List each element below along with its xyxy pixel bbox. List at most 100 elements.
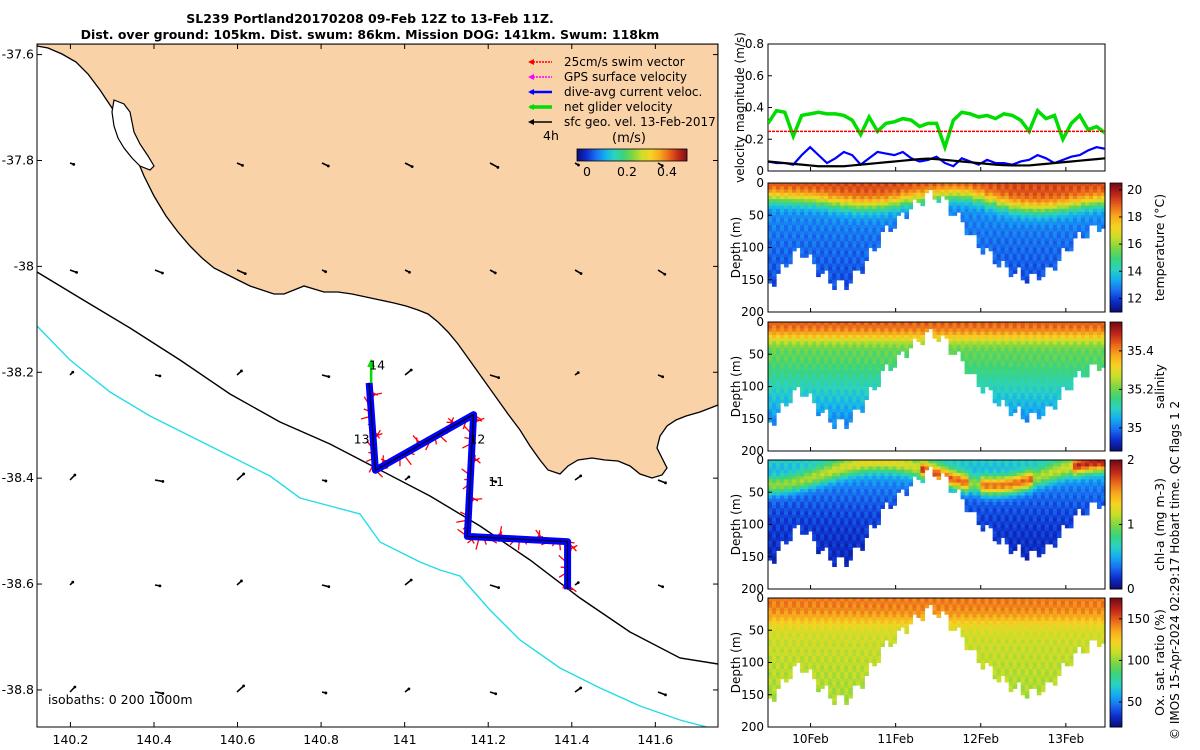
heatmap-cell: [840, 270, 845, 274]
legend-colorbar-cell: [585, 149, 587, 161]
geostrophic-arrow-head: [496, 165, 500, 169]
heatmap-cell: [988, 208, 994, 213]
heatmap-cell: [1036, 334, 1042, 339]
heatmap-cell: [1032, 360, 1038, 365]
track-line: [368, 382, 569, 590]
heatmap-cell: [1056, 360, 1062, 365]
heatmap-cell: [1056, 228, 1062, 232]
heatmap-cell: [824, 492, 829, 497]
heatmap-cell: [852, 508, 857, 513]
heatmap-cell: [1040, 351, 1046, 355]
heatmap-cell: [1024, 205, 1030, 210]
heatmap-cell: [844, 260, 849, 265]
heatmap-cell: [1000, 376, 1006, 381]
heatmap-cell: [1012, 208, 1018, 213]
heatmap-cell: [1048, 334, 1054, 339]
velocity-series-group: [768, 107, 1105, 168]
heatmap-cell: [844, 218, 849, 223]
heatmap-cell: [824, 498, 829, 503]
heatmap-cell: [788, 363, 793, 368]
heatmap-cell: [840, 199, 845, 203]
heatmap-cell: [992, 322, 998, 326]
heatmap-cell: [824, 530, 829, 535]
heatmap-cell: [960, 338, 966, 342]
heatmap-cell: [948, 331, 954, 336]
heatmap-cell: [1076, 351, 1082, 355]
heatmap-cell: [856, 399, 861, 404]
heatmap-cell: [1024, 260, 1030, 265]
heatmap-cell: [972, 334, 978, 339]
heatmap-cell: [792, 511, 797, 516]
heatmap-cell: [1028, 244, 1034, 249]
heatmap-cell: [860, 405, 865, 410]
heatmap-cell: [864, 524, 869, 529]
heatmap-cell: [992, 389, 998, 394]
heatmap-cell: [876, 460, 881, 464]
heatmap-cell: [1044, 380, 1050, 384]
heatmap-cell: [1040, 392, 1046, 397]
heatmap-cell: [1080, 373, 1086, 378]
heatmap-cell: [1020, 276, 1026, 281]
heatmap-cell: [1072, 328, 1078, 333]
colorbar-cell: [1110, 256, 1122, 259]
heatmap-cell: [852, 537, 857, 542]
heatmap-cell: [844, 228, 849, 232]
colorbar-cell: [1110, 414, 1122, 418]
heatmap-cell: [888, 482, 893, 487]
colorbar-cell: [1110, 405, 1122, 409]
heatmap-cell: [820, 383, 825, 388]
heatmap-cell: [768, 412, 773, 417]
heatmap-cell: [860, 495, 865, 500]
heatmap-cell: [824, 402, 829, 407]
heatmap-cell: [1044, 376, 1050, 381]
velocity-y-tick-label: 0.8: [745, 37, 764, 51]
heatmap-cell: [1056, 195, 1062, 200]
heatmap-cell: [1048, 224, 1054, 229]
heatmap-cell: [804, 354, 809, 359]
heatmap-cell: [800, 469, 805, 474]
heatmap-cell: [788, 521, 793, 526]
heatmap-cell: [1084, 325, 1090, 330]
heatmap-cell: [992, 218, 998, 223]
heatmap-cell: [824, 482, 829, 487]
heatmap-cell: [876, 495, 881, 500]
heatmap-cell: [960, 495, 966, 500]
heatmap-cell: [944, 460, 950, 464]
heatmap-cell: [1012, 215, 1018, 220]
heatmap-cell: [1048, 399, 1054, 404]
heatmap-cell: [780, 228, 785, 232]
heatmap-cell: [860, 234, 865, 239]
heatmap-cell: [968, 212, 974, 216]
heatmap-cell: [800, 370, 805, 375]
heatmap-cell: [828, 322, 833, 326]
heatmap-cell: [816, 263, 821, 268]
heatmap-cell: [844, 231, 849, 236]
heatmap-cell: [864, 224, 869, 229]
heatmap-cell: [1016, 376, 1022, 381]
heatmap-cell: [1036, 373, 1042, 378]
heatmap-cell: [1016, 250, 1022, 255]
heatmap-cell: [828, 231, 833, 236]
heatmap-cell: [800, 505, 805, 509]
heatmap-cell: [1068, 373, 1074, 378]
heatmap-cell: [772, 553, 777, 558]
legend-colorbar-cell: [667, 149, 669, 161]
heatmap-cell: [776, 325, 781, 330]
heatmap-cell: [848, 547, 853, 551]
heatmap-cell: [972, 489, 978, 493]
heatmap-cell: [1048, 218, 1054, 223]
heatmap-cell: [852, 402, 857, 407]
heatmap-cell: [856, 537, 861, 542]
heatmap-cell: [988, 202, 994, 207]
colorbar-cell: [1110, 236, 1122, 240]
heatmap-cell: [1008, 367, 1014, 371]
heatmap-cell: [820, 351, 825, 355]
heatmap-cell: [952, 202, 958, 207]
colorbar-cell: [1110, 281, 1122, 285]
heatmap-cell: [1032, 351, 1038, 355]
heatmap-cell: [840, 357, 845, 362]
heatmap-cell: [892, 205, 897, 210]
heatmap-cell: [988, 231, 994, 236]
heatmap-cell: [960, 472, 966, 477]
heatmap-cell: [792, 386, 797, 391]
